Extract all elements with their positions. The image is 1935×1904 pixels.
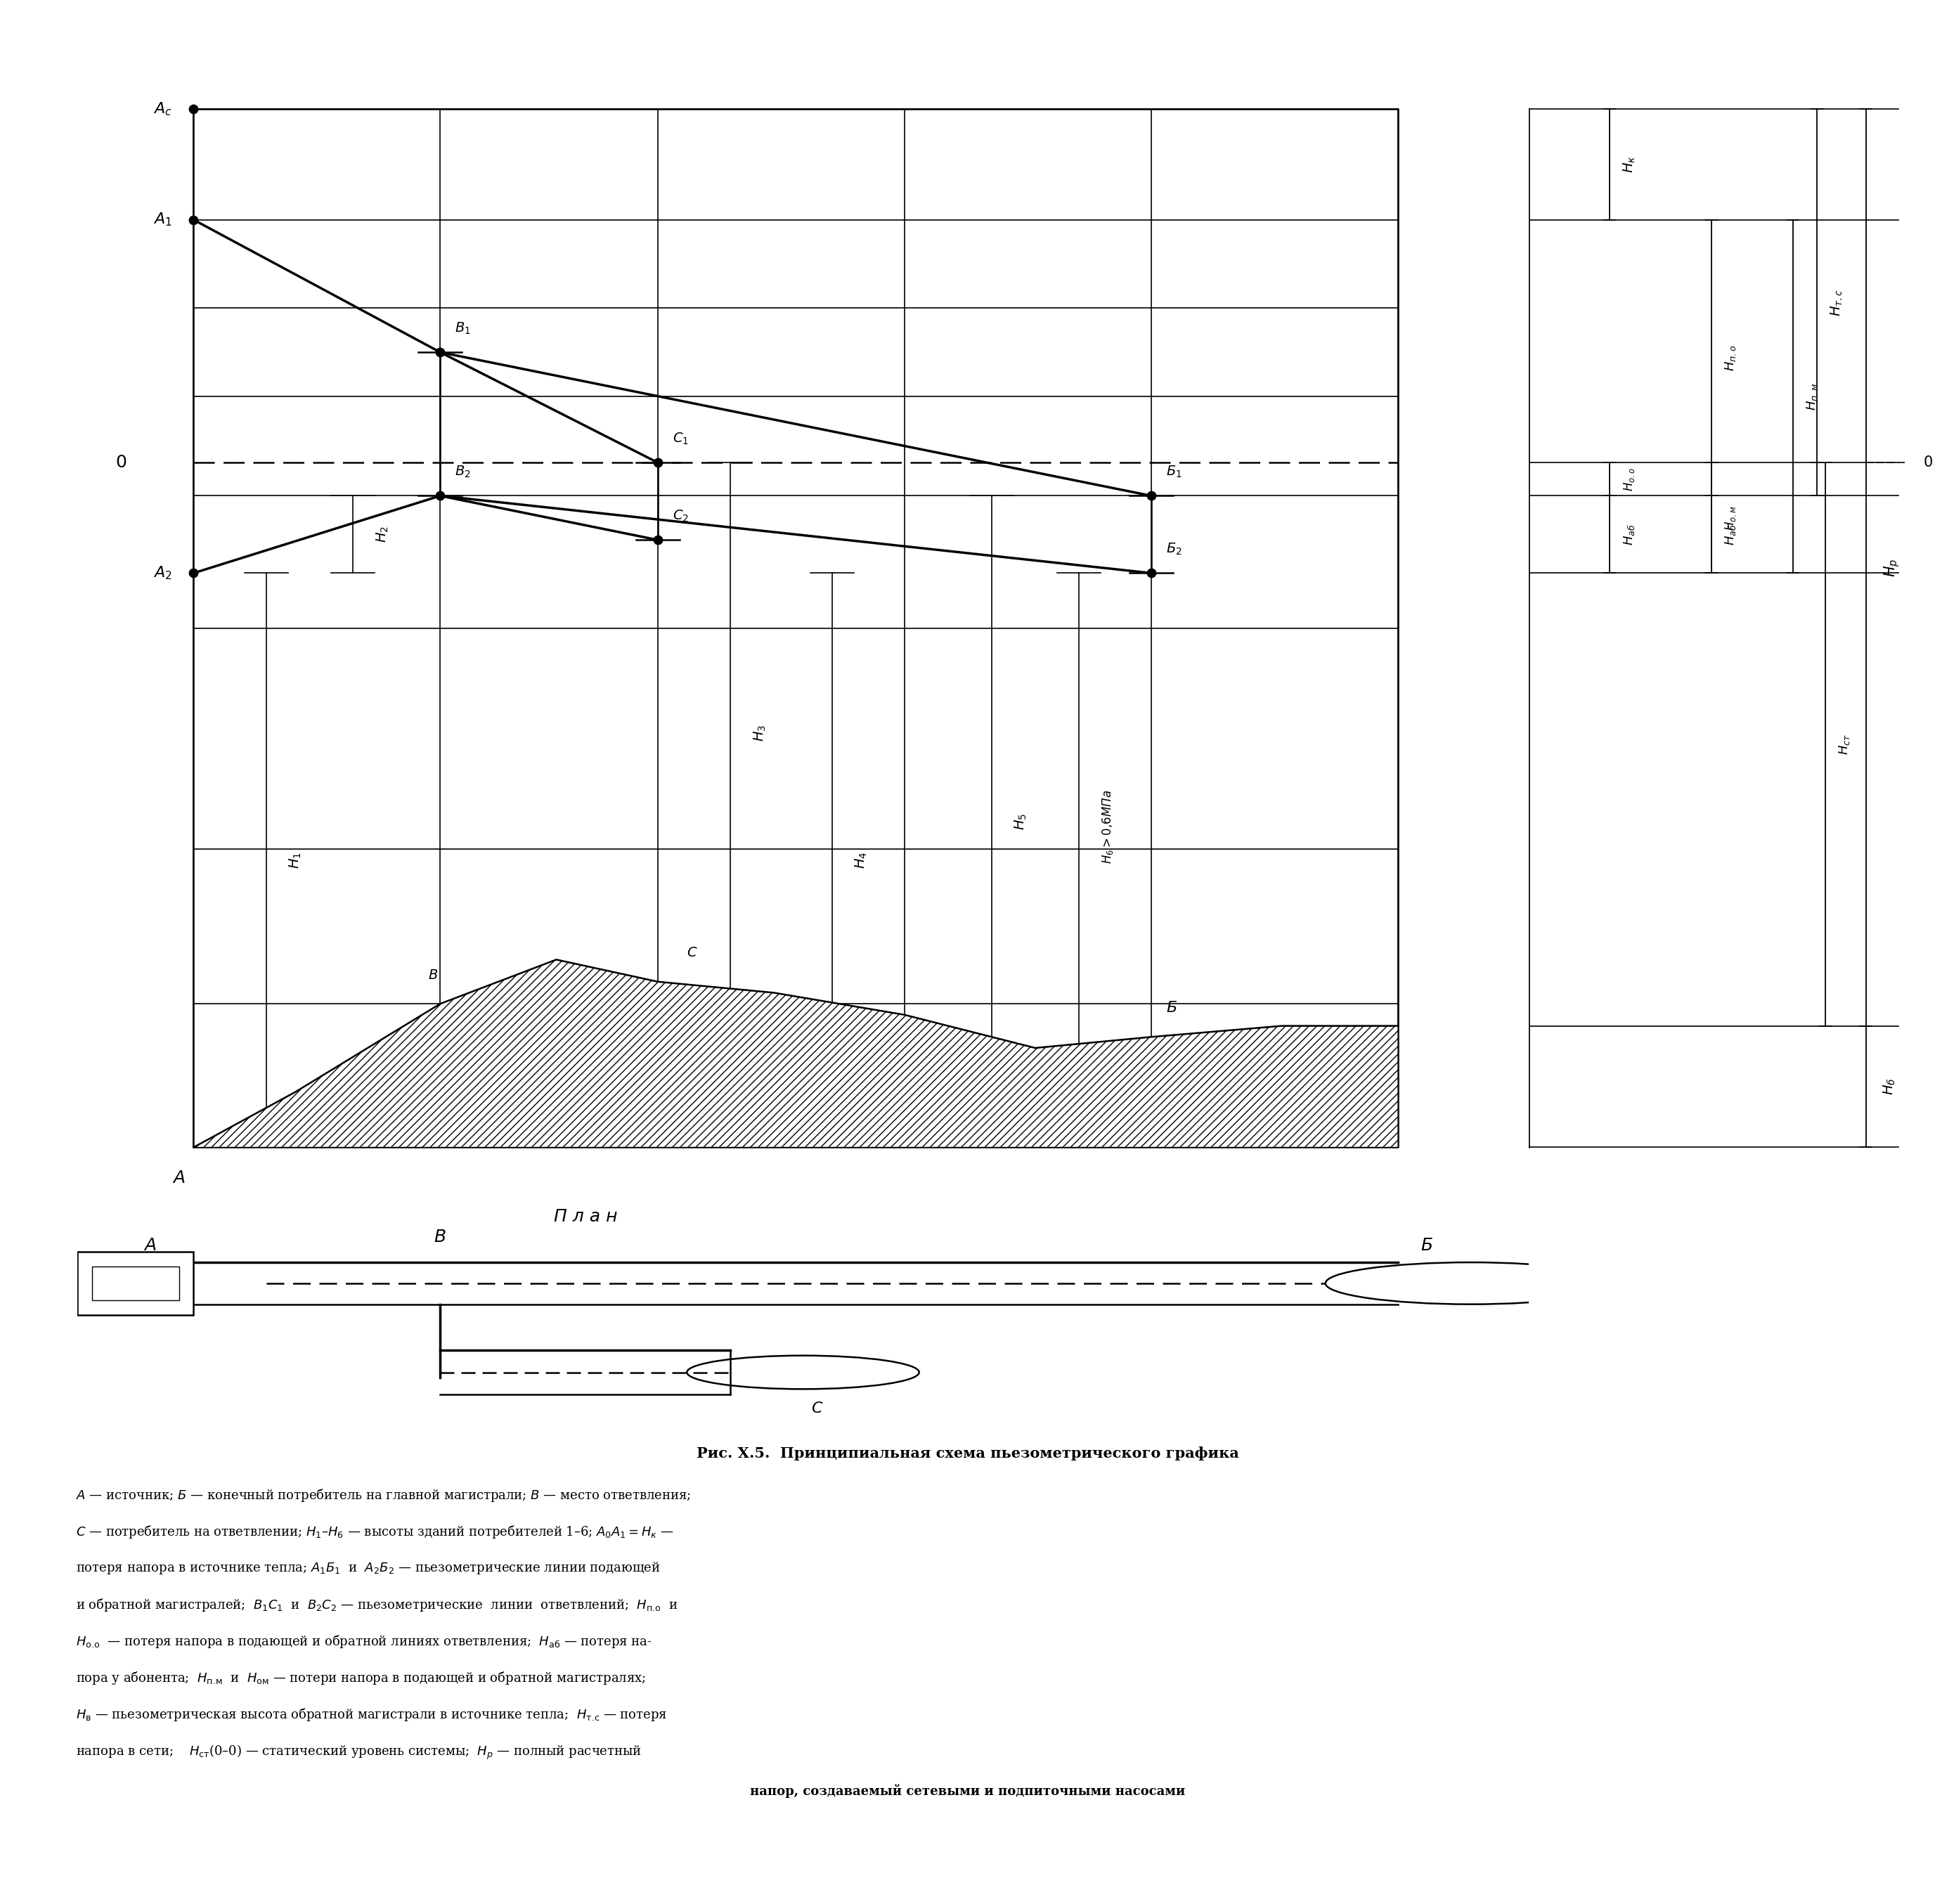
- Point: [426, 337, 457, 367]
- Text: $C$: $C$: [811, 1401, 824, 1417]
- Text: $H_{\text{в}}$ — пьезометрическая высота обратной магистрали в источнике тепла; : $H_{\text{в}}$ — пьезометрическая высота…: [75, 1706, 668, 1723]
- Point: [642, 526, 673, 556]
- Text: $H_{ст}$: $H_{ст}$: [1838, 733, 1852, 754]
- Text: $Б$: $Б$: [1165, 1002, 1176, 1015]
- Text: $H_{п.о}$: $H_{п.о}$: [1724, 345, 1738, 371]
- Text: $C$: $C$: [687, 946, 699, 960]
- Text: $H_{о.м}$: $H_{о.м}$: [1724, 505, 1738, 531]
- Text: $B_2$: $B_2$: [455, 465, 470, 480]
- Text: $A$ — источник; $Б$ — конечный потребитель на главной магистрали; $B$ — место от: $A$ — источник; $Б$ — конечный потребите…: [75, 1487, 691, 1504]
- Text: $H_6{>}0{,}6$МПа: $H_6{>}0{,}6$МПа: [1101, 790, 1115, 864]
- Polygon shape: [194, 960, 1397, 1148]
- Text: $A$: $A$: [143, 1238, 157, 1255]
- Text: $H_р$: $H_р$: [1883, 558, 1900, 577]
- Point: [1136, 480, 1167, 510]
- Point: [178, 93, 209, 124]
- Text: $H_к$: $H_к$: [1622, 156, 1637, 173]
- Bar: [77, 1253, 194, 1314]
- Text: напор, создаваемый сетевыми и подпиточными насосами: напор, создаваемый сетевыми и подпиточны…: [751, 1784, 1184, 1797]
- Point: [642, 447, 673, 478]
- Text: напора в сети;    $H_{\text{ст}}$(0–0) — статический уровень системы;  $H_р$ — п: напора в сети; $H_{\text{ст}}$(0–0) — ст…: [75, 1744, 642, 1761]
- Text: Рис. Х.5.  Принципиальная схема пьезометрического графика: Рис. Х.5. Принципиальная схема пьезометр…: [697, 1447, 1238, 1460]
- Bar: [93, 1266, 180, 1300]
- Text: $H_{т.с}$: $H_{т.с}$: [1829, 289, 1844, 316]
- Text: П л а н: П л а н: [553, 1207, 617, 1224]
- Point: [178, 204, 209, 234]
- Text: $Б_1$: $Б_1$: [1165, 465, 1182, 480]
- Text: потеря напора в источнике тепла; $A_1Б_1$  и  $A_2Б_2$ — пьезометрические линии : потеря напора в источнике тепла; $A_1Б_1…: [75, 1561, 660, 1577]
- Text: $A_1$: $A_1$: [153, 211, 172, 228]
- Text: $H_{\text{о.о}}$  — потеря напора в подающей и обратной линиях ответвления;  $H_: $H_{\text{о.о}}$ — потеря напора в подаю…: [75, 1634, 652, 1649]
- Text: $Б_2$: $Б_2$: [1165, 541, 1182, 556]
- Text: $B_1$: $B_1$: [455, 320, 470, 335]
- Text: $B$: $B$: [428, 969, 437, 982]
- Text: $H_2$: $H_2$: [375, 526, 389, 543]
- Text: $C_2$: $C_2$: [673, 508, 689, 524]
- Text: $0$: $0$: [1923, 455, 1933, 470]
- Point: [178, 558, 209, 588]
- Text: $H_3$: $H_3$: [753, 725, 766, 743]
- Text: $A_2$: $A_2$: [153, 565, 172, 581]
- Text: $A$: $A$: [172, 1169, 186, 1186]
- Text: $C$ — потребитель на ответвлении; $H_1$–$H_6$ — высоты зданий потребителей 1–6; : $C$ — потребитель на ответвлении; $H_1$–…: [75, 1523, 673, 1540]
- Text: $H_4$: $H_4$: [853, 851, 869, 868]
- Text: $B$: $B$: [433, 1228, 447, 1245]
- Text: $H_1$: $H_1$: [288, 851, 302, 868]
- Text: $0$: $0$: [116, 455, 126, 470]
- Text: $Б$: $Б$: [1420, 1238, 1434, 1255]
- Text: $H_{п.м}$: $H_{п.м}$: [1805, 383, 1819, 409]
- Text: $H_б$: $H_б$: [1883, 1078, 1896, 1095]
- Text: $A_c$: $A_c$: [153, 101, 172, 118]
- Text: пора у абонента;  $H_{\text{п.м}}$  и  $H_{\text{ом}}$ — потери напора в подающе: пора у абонента; $H_{\text{п.м}}$ и $H_{…: [75, 1670, 646, 1687]
- Point: [1136, 558, 1167, 588]
- Text: $C_1$: $C_1$: [673, 430, 689, 446]
- Text: $H_{о.о}$: $H_{о.о}$: [1622, 466, 1637, 491]
- Text: $H_{аб}$: $H_{аб}$: [1622, 524, 1637, 545]
- Point: [426, 480, 457, 510]
- Text: $H_5$: $H_5$: [1014, 813, 1027, 830]
- Text: $H_{аб}$: $H_{аб}$: [1724, 524, 1738, 545]
- Text: и обратной магистралей;  $B_1C_1$  и  $B_2C_2$ — пьезометрические  линии  ответв: и обратной магистралей; $B_1C_1$ и $B_2C…: [75, 1597, 677, 1613]
